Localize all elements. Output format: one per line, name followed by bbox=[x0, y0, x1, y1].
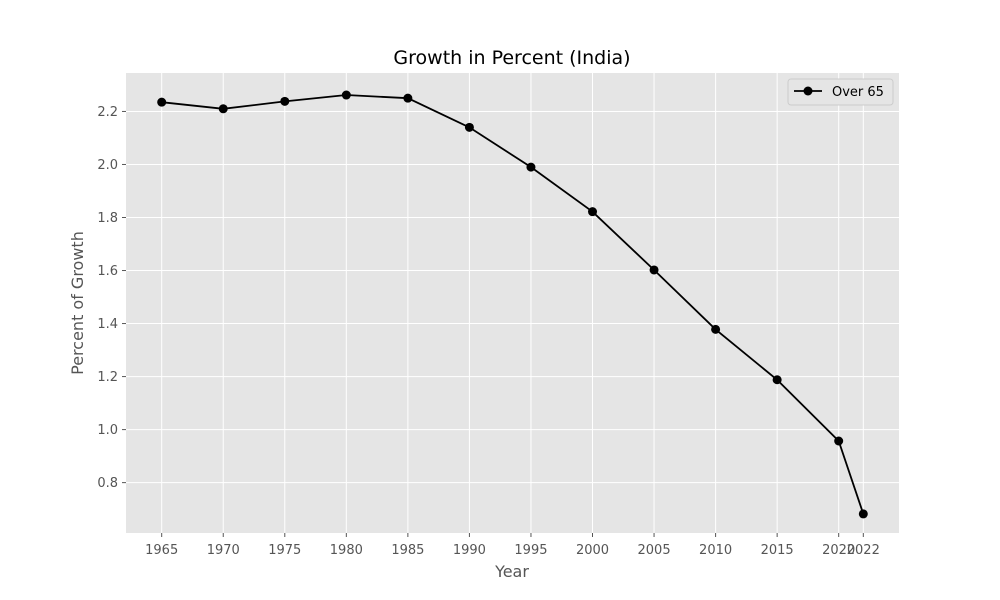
y-axis-ticks: 0.8 1.0 1.2 1.4 1.6 1.8 2.0 2.2 bbox=[97, 105, 126, 491]
legend: Over 65 bbox=[787, 78, 894, 106]
y-tick-label: 1.6 bbox=[97, 264, 118, 279]
chart-title: Growth in Percent (India) bbox=[393, 47, 630, 69]
data-point bbox=[772, 375, 782, 385]
legend-entry-label: Over 65 bbox=[832, 85, 884, 100]
x-tick-label: 2022 bbox=[847, 543, 880, 558]
y-tick-label: 1.0 bbox=[97, 423, 118, 438]
x-tick-label: 1985 bbox=[391, 543, 424, 558]
x-tick-label: 2010 bbox=[699, 543, 732, 558]
x-tick-label: 2005 bbox=[638, 543, 671, 558]
data-point bbox=[588, 207, 598, 217]
y-tick-label: 0.8 bbox=[97, 476, 118, 491]
x-axis-title: Year bbox=[494, 562, 529, 581]
y-tick-label: 1.2 bbox=[97, 370, 118, 385]
x-tick-label: 1980 bbox=[330, 543, 363, 558]
data-point bbox=[218, 104, 228, 114]
x-tick-label: 2015 bbox=[761, 543, 794, 558]
x-tick-label: 2020 bbox=[822, 543, 855, 558]
y-axis-title: Percent of Growth bbox=[68, 231, 87, 375]
data-point bbox=[858, 509, 868, 519]
y-tick-label: 1.8 bbox=[97, 211, 118, 226]
y-tick-label: 2.2 bbox=[97, 105, 118, 120]
x-tick-label: 1965 bbox=[145, 543, 178, 558]
legend-point-marker bbox=[803, 86, 813, 96]
x-axis-ticks: 1965 1970 1975 1980 1985 1990 1995 2000 2005 2010… bbox=[145, 533, 880, 558]
x-tick-label: 1990 bbox=[453, 543, 486, 558]
series-layer bbox=[157, 90, 868, 519]
x-tick-label: 1975 bbox=[268, 543, 301, 558]
data-point bbox=[834, 436, 844, 446]
x-tick-label: 2000 bbox=[576, 543, 609, 558]
y-tick-label: 1.4 bbox=[97, 317, 118, 332]
plot-area bbox=[126, 73, 899, 533]
data-point bbox=[403, 93, 413, 103]
x-tick-label: 1995 bbox=[514, 543, 547, 558]
x-tick-label: 1970 bbox=[207, 543, 240, 558]
y-tick-label: 2.0 bbox=[97, 158, 118, 173]
data-point bbox=[464, 122, 474, 132]
data-point bbox=[341, 90, 351, 100]
data-point bbox=[711, 324, 721, 334]
legend-box bbox=[787, 78, 894, 106]
data-point bbox=[157, 97, 167, 107]
grid-lines bbox=[126, 73, 899, 533]
data-point bbox=[280, 96, 290, 106]
data-point bbox=[526, 162, 536, 172]
data-point bbox=[649, 265, 659, 275]
